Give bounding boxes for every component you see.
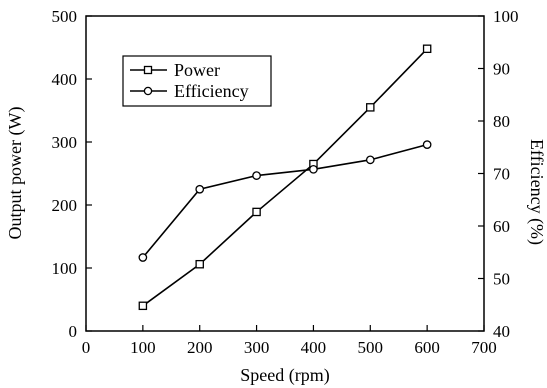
legend-label-efficiency: Efficiency [174,81,249,101]
y-tick-label: 400 [52,70,78,89]
y-tick-label: 500 [52,7,78,26]
point-efficiency [309,164,318,174]
point-power [138,301,148,311]
point-efficiency [365,155,375,165]
point-power [252,207,261,217]
y-tick-label: 0 [69,322,78,341]
point-power [366,103,375,112]
series-line-power [142,48,428,307]
point-efficiency [138,253,148,262]
y-tick-label: 100 [52,259,78,278]
y-axis-title: Output power (W) [5,107,26,240]
x-tick-label: 400 [301,338,327,357]
legend: Power Efficiency [122,55,272,107]
x-tick-label: 200 [187,338,213,357]
point-efficiency [422,140,432,149]
point-power [195,259,204,269]
point-efficiency [252,171,261,180]
legend-box [122,55,272,107]
x-tick-label: 0 [82,338,91,357]
y2-tick-label: 100 [493,7,519,26]
y2-tick-label: 80 [493,112,510,131]
y2-axis-title: Efficiency (%) [526,139,547,245]
y2-tick-label: 50 [493,270,510,289]
axis-ticks: 0 100 200 300 400 500 600 700 0 100 200 300 400 500 40… [52,7,519,357]
x-axis-title: Speed (rpm) [240,365,329,386]
y-tick-label: 200 [52,196,78,215]
x-tick-label: 500 [358,338,384,357]
legend-marker-power [143,65,153,75]
y-tick-label: 300 [52,133,78,152]
series-line-efficiency [142,143,428,259]
y2-tick-label: 40 [493,322,510,341]
legend-label-power: Power [174,60,220,80]
x-tick-label: 700 [471,338,497,357]
point-efficiency [195,184,205,194]
y2-tick-label: 70 [493,165,510,184]
legend-marker-efficiency [143,86,153,96]
x-tick-label: 300 [244,338,270,357]
x-tick-label: 600 [414,338,440,357]
point-power [422,44,432,54]
y2-tick-label: 60 [493,217,510,236]
y2-tick-label: 90 [493,60,510,79]
x-tick-label: 100 [130,338,156,357]
series-layer [138,44,432,311]
